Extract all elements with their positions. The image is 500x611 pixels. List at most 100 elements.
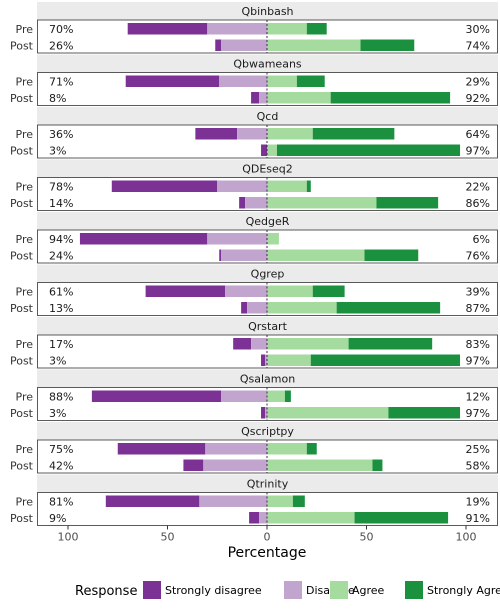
bar-strongly-disagree bbox=[261, 354, 266, 366]
bar-disagree bbox=[199, 495, 267, 507]
panel-qbinbash: Qbinbash Pre 70% 30% Post 26% 74% bbox=[10, 2, 498, 54]
row-label: Post bbox=[10, 407, 34, 420]
left-percent-label: 61% bbox=[49, 285, 73, 298]
left-percent-label: 78% bbox=[49, 180, 73, 193]
bar-strongly-disagree bbox=[195, 128, 238, 140]
panel-title: Qsalamon bbox=[240, 373, 295, 386]
bar-disagree bbox=[221, 390, 267, 402]
bar-strongly-disagree bbox=[145, 285, 226, 297]
bar-agree bbox=[267, 285, 313, 297]
bar-agree bbox=[267, 75, 297, 87]
bar-agree bbox=[267, 144, 277, 156]
row-label: Post bbox=[10, 354, 34, 367]
bar-disagree bbox=[217, 180, 267, 192]
bar-disagree bbox=[259, 92, 267, 104]
right-percent-label: 76% bbox=[466, 249, 490, 262]
bar-disagree bbox=[225, 285, 267, 297]
bar-strongly-disagree bbox=[105, 495, 200, 507]
left-percent-label: 17% bbox=[49, 338, 73, 351]
bar-strongly-agree bbox=[312, 285, 345, 297]
bar-strongly-agree bbox=[364, 249, 419, 261]
right-percent-label: 87% bbox=[466, 302, 490, 315]
panel-title: Qbinbash bbox=[241, 5, 293, 18]
x-axis-label: Percentage bbox=[228, 545, 307, 561]
right-percent-label: 12% bbox=[466, 390, 490, 403]
left-percent-label: 3% bbox=[49, 354, 66, 367]
bar-strongly-agree bbox=[336, 302, 441, 314]
left-percent-label: 81% bbox=[49, 495, 73, 508]
left-percent-label: 24% bbox=[49, 249, 73, 262]
bar-strongly-disagree bbox=[261, 407, 266, 419]
right-percent-label: 64% bbox=[466, 128, 490, 141]
bar-strongly-agree bbox=[354, 512, 449, 524]
x-tick-label: 50 bbox=[161, 531, 175, 544]
legend-key-strongly-agree bbox=[405, 581, 423, 599]
panel-title: Qgrep bbox=[251, 268, 285, 281]
right-percent-label: 97% bbox=[466, 407, 490, 420]
panel-title: Qcd bbox=[257, 110, 279, 123]
bar-agree bbox=[267, 92, 331, 104]
legend-key-disagree bbox=[284, 581, 302, 599]
panel-strip bbox=[37, 317, 498, 335]
bar-strongly-agree bbox=[306, 23, 327, 35]
bar-strongly-agree bbox=[372, 459, 383, 471]
bar-disagree bbox=[251, 338, 267, 350]
bar-strongly-agree bbox=[292, 495, 305, 507]
left-percent-label: 88% bbox=[49, 390, 73, 403]
panel-strip bbox=[37, 474, 498, 493]
bar-strongly-disagree bbox=[239, 197, 246, 209]
bar-agree bbox=[267, 354, 311, 366]
left-percent-label: 75% bbox=[49, 443, 73, 456]
bar-strongly-disagree bbox=[251, 92, 260, 104]
x-axis: 100 50 0 50 100 bbox=[58, 525, 477, 544]
right-percent-label: 97% bbox=[466, 144, 490, 157]
bar-strongly-disagree bbox=[125, 75, 220, 87]
panel-qrstart: Qrstart Pre 17% 83% Post 3% 97% bbox=[10, 317, 498, 369]
bar-strongly-disagree bbox=[91, 390, 222, 402]
panel-strip bbox=[37, 264, 498, 283]
right-percent-label: 6% bbox=[473, 233, 490, 246]
x-tick-label: 50 bbox=[360, 531, 374, 544]
x-tick-label: 100 bbox=[456, 531, 477, 544]
right-percent-label: 97% bbox=[466, 354, 490, 367]
panel-qcd: Qcd Pre 36% 64% Post 3% 97% bbox=[10, 107, 498, 159]
bar-strongly-disagree bbox=[233, 338, 252, 350]
left-percent-label: 14% bbox=[49, 197, 73, 210]
bar-strongly-agree bbox=[284, 390, 291, 402]
row-label: Post bbox=[10, 39, 34, 52]
row-label: Pre bbox=[16, 390, 34, 403]
bar-disagree bbox=[219, 75, 267, 87]
legend-key-agree bbox=[330, 581, 348, 599]
row-label: Post bbox=[10, 197, 34, 210]
bar-strongly-disagree bbox=[117, 443, 206, 455]
bar-agree bbox=[267, 338, 349, 350]
bar-agree bbox=[267, 443, 307, 455]
bar-strongly-agree bbox=[312, 128, 395, 140]
bar-disagree bbox=[207, 23, 267, 35]
row-label: Post bbox=[10, 459, 34, 472]
panel-strip bbox=[37, 2, 498, 20]
bar-disagree bbox=[205, 443, 267, 455]
row-label: Post bbox=[10, 249, 34, 262]
x-tick-label: 100 bbox=[58, 531, 79, 544]
bar-strongly-agree bbox=[276, 144, 461, 156]
bar-agree bbox=[267, 302, 337, 314]
bar-strongly-agree bbox=[360, 39, 415, 51]
bar-strongly-agree bbox=[306, 443, 317, 455]
bar-agree bbox=[267, 390, 285, 402]
row-label: Pre bbox=[16, 23, 34, 36]
left-percent-label: 26% bbox=[49, 39, 73, 52]
bar-strongly-disagree bbox=[215, 39, 222, 51]
bar-disagree bbox=[221, 39, 267, 51]
panel-strip bbox=[37, 212, 498, 230]
row-label: Pre bbox=[16, 128, 34, 141]
row-label: Post bbox=[10, 512, 34, 525]
panel-title: Qbwameans bbox=[233, 58, 302, 71]
right-percent-label: 91% bbox=[466, 512, 490, 525]
left-percent-label: 13% bbox=[49, 302, 73, 315]
panel-title: Qtrinity bbox=[247, 478, 289, 491]
bar-agree bbox=[267, 512, 355, 524]
panel-title: QedgeR bbox=[246, 215, 290, 228]
bar-strongly-disagree bbox=[261, 144, 267, 156]
